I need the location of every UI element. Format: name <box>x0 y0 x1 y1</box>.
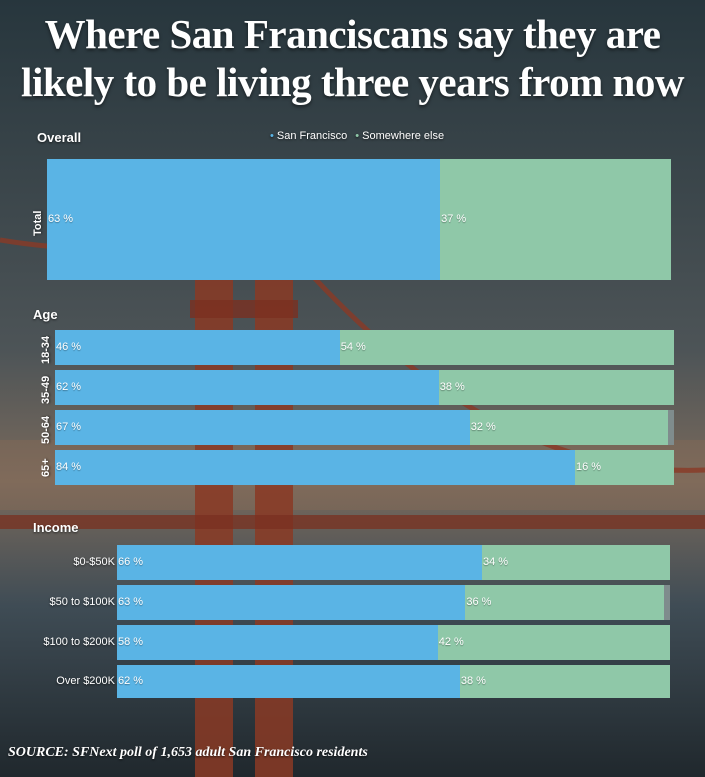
value-label-san-francisco: 63 % <box>118 595 144 608</box>
bar-segment-san-francisco <box>55 330 340 365</box>
bar-segment-san-francisco <box>55 370 439 405</box>
bar-age-18-34: 46 % 54 % <box>55 330 674 365</box>
value-label-san-francisco: 63 % <box>48 212 74 225</box>
bar-segment-somewhere-else <box>465 585 665 620</box>
bar-income-over-200k: 62 % 38 % <box>117 665 670 698</box>
row-label-over-200k: Over $200K <box>56 674 115 687</box>
bar-segment-somewhere-else <box>440 159 671 280</box>
legend-item-somewhere-else: • Somewhere else <box>355 130 445 142</box>
title-line-1: Where San Franciscans say they are <box>44 11 661 57</box>
chart-title: Where San Franciscans say they are likel… <box>0 10 705 106</box>
row-label-total: Total <box>32 210 44 236</box>
title-line-2: likely to be living three years from now <box>21 59 684 105</box>
bar-segment-somewhere-else <box>339 330 674 365</box>
value-label-somewhere-else: 36 % <box>466 595 492 608</box>
bar-segment-san-francisco <box>55 410 470 445</box>
bar-segment-san-francisco <box>55 450 575 485</box>
value-label-somewhere-else: 38 % <box>439 380 465 393</box>
section-label-overall: Overall <box>37 130 82 145</box>
value-label-san-francisco: 46 % <box>56 340 82 353</box>
bar-segment-somewhere-else <box>438 370 674 405</box>
row-label-18-34: 18-34 <box>40 335 52 364</box>
row-label-0-50k: $0-$50K <box>73 555 115 568</box>
bar-age-35-49: 62 % 38 % <box>55 370 674 405</box>
bar-segment-somewhere-else <box>469 410 668 445</box>
bar-segment-san-francisco <box>117 545 482 580</box>
source-note: SOURCE: SFNext poll of 1,653 adult San F… <box>8 745 368 760</box>
bar-segment-somewhere-else <box>437 625 670 660</box>
value-label-somewhere-else: 54 % <box>340 340 366 353</box>
bar-segment-san-francisco <box>117 665 460 698</box>
row-label-65: 65+ <box>40 458 52 478</box>
bar-age-65: 84 % 16 % <box>55 450 674 485</box>
value-label-somewhere-else: 32 % <box>470 420 496 433</box>
bar-segment-somewhere-else <box>459 665 670 698</box>
value-label-somewhere-else: 34 % <box>482 555 509 568</box>
row-label-50-64: 50-64 <box>40 415 52 444</box>
bar-segment-somewhere-else <box>481 545 670 580</box>
bar-income-100-to-200k: 58 % 42 % <box>117 625 670 660</box>
legend: • San Francisco • Somewhere else <box>270 130 444 142</box>
bar-age-50-64: 67 % 32 % <box>55 410 674 445</box>
bar-segment-san-francisco <box>117 625 438 660</box>
bar-income-0-50k: 66 % 34 % <box>117 545 670 580</box>
value-label-san-francisco: 66 % <box>118 555 144 568</box>
row-label-100-to-200k: $100 to $200K <box>43 635 115 648</box>
value-label-san-francisco: 58 % <box>118 635 144 648</box>
value-label-somewhere-else: 42 % <box>438 635 464 648</box>
row-label-35-49: 35-49 <box>40 375 52 404</box>
value-label-somewhere-else: 16 % <box>575 460 602 473</box>
value-label-san-francisco: 62 % <box>56 380 82 393</box>
section-label-income: Income <box>33 520 79 535</box>
bar-overall-total: 63 % 37 % <box>47 159 671 280</box>
value-label-san-francisco: 84 % <box>56 460 82 473</box>
value-label-san-francisco: 67 % <box>56 420 82 433</box>
bar-segment-san-francisco <box>47 159 441 280</box>
legend-item-san-francisco: • San Francisco <box>270 130 348 142</box>
value-label-san-francisco: 62 % <box>118 674 144 687</box>
bar-segment-somewhere-else <box>574 450 674 485</box>
value-label-somewhere-else: 37 % <box>441 212 467 225</box>
value-label-somewhere-else: 38 % <box>460 674 486 687</box>
row-label-50-to-100k: $50 to $100K <box>49 595 115 608</box>
bar-income-50-to-100k: 63 % 36 % <box>117 585 670 620</box>
section-label-age: Age <box>33 307 58 322</box>
bar-segment-san-francisco <box>117 585 466 620</box>
